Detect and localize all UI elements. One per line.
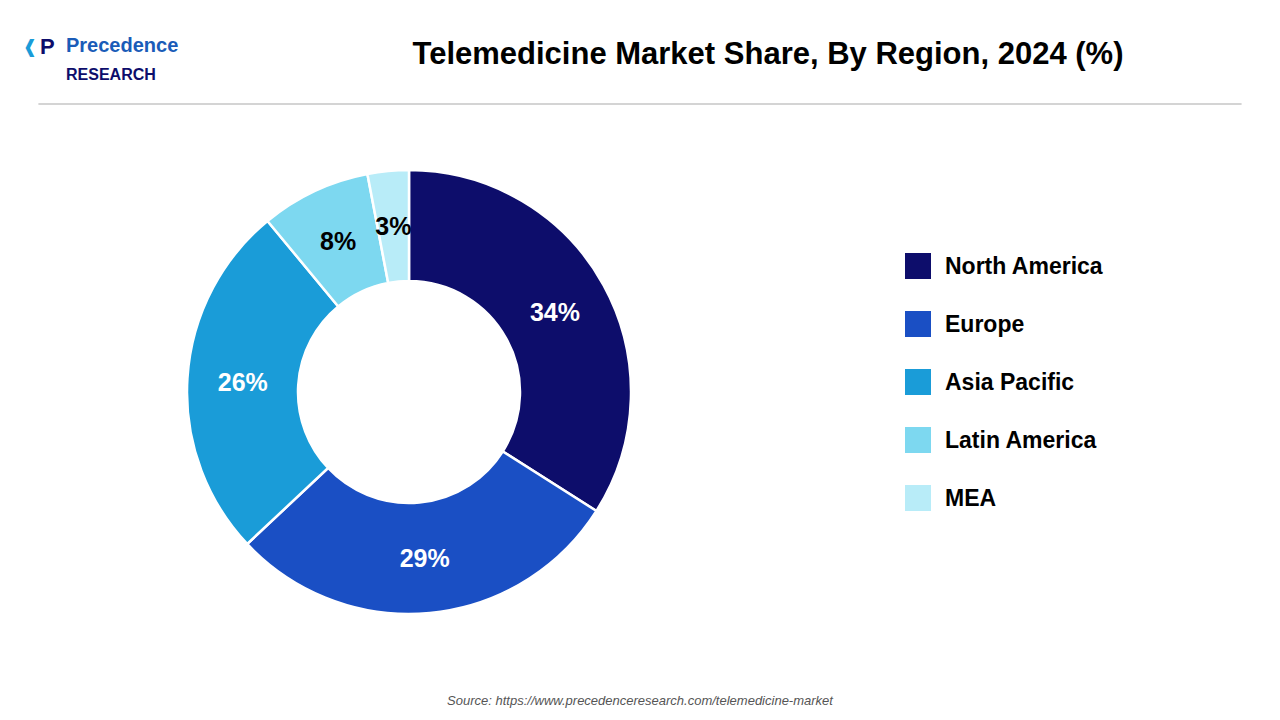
legend-item: Latin America: [905, 427, 1096, 453]
legend-item: North America: [905, 253, 1103, 279]
logo-mark: P: [40, 34, 55, 59]
data-labels: 34% 29% 26% 8% 3%: [218, 212, 580, 572]
legend-label: Latin America: [945, 427, 1096, 453]
legend-item: MEA: [905, 485, 996, 511]
data-label: 3%: [375, 212, 411, 240]
legend: North America Europe Asia Pacific Latin Ame…: [905, 253, 1103, 511]
logo-line1: Precedence: [66, 34, 178, 56]
legend-swatch: [905, 311, 931, 337]
legend-swatch: [905, 485, 931, 511]
legend-swatch: [905, 427, 931, 453]
logo-chevron: ❰: [22, 37, 37, 58]
data-label: 29%: [400, 544, 450, 572]
legend-label: North America: [945, 253, 1103, 279]
legend-label: MEA: [945, 485, 996, 511]
chart: ❰P Precedence RESEARCH Telemedicine Market …: [0, 0, 1280, 720]
slice: [409, 170, 631, 511]
legend-swatch: [905, 369, 931, 395]
legend-item: Europe: [905, 311, 1024, 337]
data-label: 8%: [320, 227, 356, 255]
legend-label: Europe: [945, 311, 1024, 337]
legend-label: Asia Pacific: [945, 369, 1074, 395]
data-label: 26%: [218, 368, 268, 396]
data-label: 34%: [530, 298, 580, 326]
source: Source: https://www.precedenceresearch.c…: [447, 693, 834, 708]
legend-swatch: [905, 253, 931, 279]
title: Telemedicine Market Share, By Region, 20…: [413, 36, 1124, 71]
legend-item: Asia Pacific: [905, 369, 1074, 395]
logo-line2: RESEARCH: [66, 66, 156, 83]
separator: [38, 103, 1241, 104]
donut: [187, 170, 631, 614]
